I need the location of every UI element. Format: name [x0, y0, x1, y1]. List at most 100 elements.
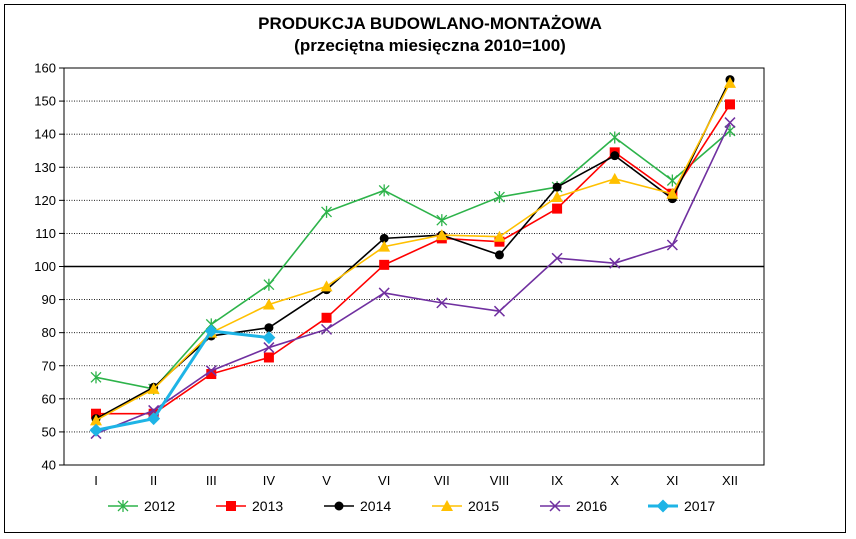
data-point — [263, 342, 275, 354]
data-point — [379, 259, 390, 270]
data-point — [89, 423, 103, 437]
x-tick-label: I — [94, 473, 98, 488]
data-point — [436, 214, 448, 227]
data-point-shape — [378, 287, 390, 299]
y-tick-label: 140 — [34, 127, 56, 142]
data-point — [666, 174, 678, 187]
data-point — [378, 184, 390, 197]
y-tick-label: 90 — [42, 292, 56, 307]
x-tick-label: VI — [378, 473, 390, 488]
legend: 2012 2013 2014 2015 2016 2017 — [108, 498, 715, 514]
legend-label: 2013 — [252, 498, 283, 514]
legend-marker-shape — [226, 501, 236, 511]
data-point — [552, 182, 562, 192]
data-point — [264, 323, 274, 333]
legend-marker-shape — [441, 500, 453, 511]
data-point-shape — [320, 280, 333, 292]
data-point — [552, 203, 563, 214]
legend-marker — [656, 499, 670, 513]
series-line-2013 — [96, 103, 731, 415]
chart-title: PRODUKCJA BUDOWLANO-MONTAŻOWA — [258, 14, 602, 33]
data-point — [610, 151, 620, 161]
legend-marker-shape — [334, 501, 344, 511]
x-tick-label: IV — [263, 473, 276, 488]
data-point-shape — [724, 124, 736, 137]
y-tick-label: 50 — [42, 424, 56, 439]
data-point-shape — [724, 76, 736, 88]
data-point — [147, 412, 161, 426]
data-point-shape — [436, 297, 448, 309]
legend-marker — [226, 501, 236, 511]
data-point-shape — [666, 187, 679, 199]
data-point-shape — [378, 240, 391, 252]
data-point — [91, 408, 101, 419]
data-point-shape — [262, 298, 275, 310]
data-point — [724, 76, 736, 88]
series-layer — [89, 75, 736, 440]
data-point — [321, 205, 333, 218]
data-point-shape — [205, 365, 217, 377]
data-point — [494, 250, 504, 260]
data-point-shape — [206, 369, 217, 380]
series-2016 — [90, 117, 736, 440]
legend-marker-shape — [117, 500, 129, 512]
data-point-shape — [608, 172, 621, 184]
legend-item-2014: 2014 — [324, 498, 391, 514]
data-point — [724, 117, 736, 129]
data-point — [493, 230, 506, 242]
data-point-shape — [552, 203, 563, 214]
data-point-shape — [724, 117, 736, 129]
data-point-shape — [493, 191, 505, 204]
x-tick-label: IX — [551, 473, 564, 488]
x-tick-label: VIII — [490, 473, 510, 488]
data-point — [609, 257, 621, 269]
x-tick-label: XII — [722, 473, 738, 488]
legend-marker — [117, 500, 129, 512]
data-point-shape — [666, 239, 678, 251]
legend-label: 2016 — [576, 498, 607, 514]
x-tick-label: VII — [434, 473, 450, 488]
data-point-shape — [263, 352, 274, 363]
data-point-shape — [435, 229, 448, 241]
data-point-shape — [321, 323, 333, 335]
data-point — [609, 131, 621, 144]
data-point — [263, 278, 275, 291]
data-point-shape — [204, 324, 218, 338]
legend-marker — [441, 500, 453, 511]
legend-item-2013: 2013 — [216, 498, 283, 514]
x-tick-label: XI — [666, 473, 678, 488]
plot-area-border — [63, 67, 765, 466]
series-2017 — [89, 324, 276, 437]
data-point — [608, 172, 621, 184]
data-point-shape — [551, 191, 564, 203]
data-point-shape — [378, 184, 390, 197]
y-axis-ticks: 40 50 60 70 80 90 100 110 120 130 140 150 160 — [34, 61, 64, 473]
x-tick-label: III — [206, 473, 217, 488]
legend-marker-shape — [656, 499, 670, 513]
series-line-2015 — [95, 82, 731, 422]
legend-item-2012: 2012 — [108, 498, 175, 514]
y-tick-label: 70 — [42, 358, 56, 373]
data-point — [321, 312, 332, 323]
data-point — [493, 305, 505, 317]
legend-label: 2012 — [144, 498, 175, 514]
x-axis-ticks: I II III IV V VI VII VIII IX X XI XII — [94, 473, 738, 488]
y-tick-label: 110 — [35, 226, 56, 241]
data-point-shape — [725, 99, 735, 110]
data-point-shape — [147, 412, 161, 426]
data-point-shape — [436, 214, 448, 227]
data-point — [147, 382, 160, 394]
data-point — [206, 369, 217, 380]
series-line-2016 — [95, 122, 731, 435]
data-point-shape — [666, 174, 678, 187]
data-point — [379, 233, 389, 243]
y-tick-label: 130 — [34, 160, 56, 175]
y-tick-label: 100 — [34, 259, 56, 274]
legend-marker-shape — [549, 500, 561, 512]
x-tick-label: V — [322, 473, 331, 488]
data-point-shape — [379, 259, 390, 270]
y-tick-label: 60 — [42, 391, 56, 406]
data-point — [435, 229, 448, 241]
data-point-shape — [609, 131, 621, 144]
